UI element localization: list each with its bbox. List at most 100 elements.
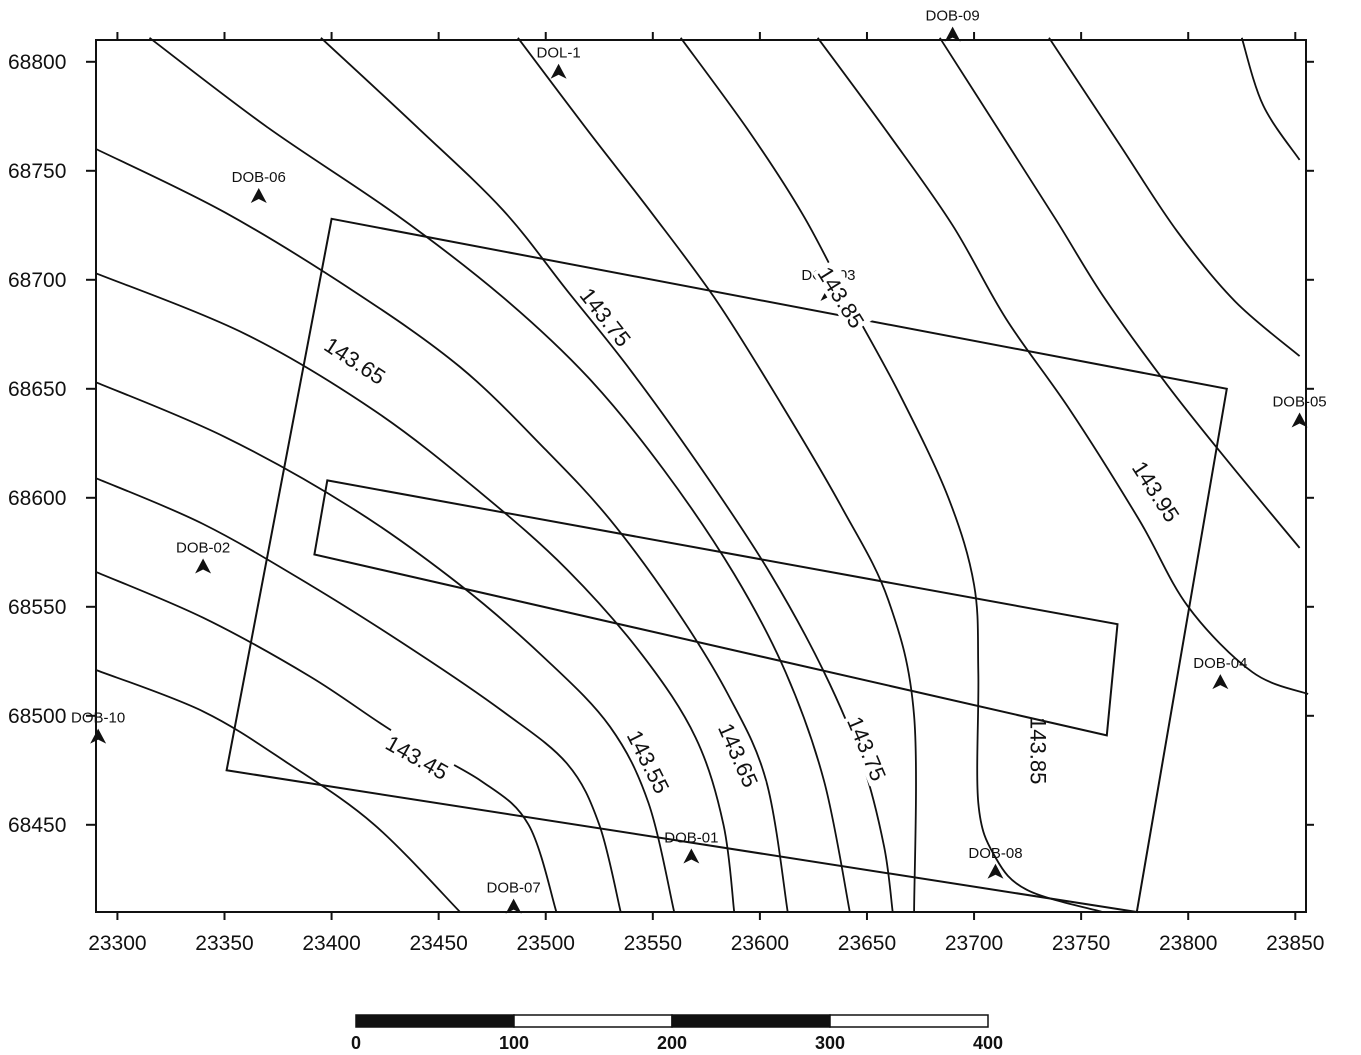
contour-label-text: 143.95: [1127, 457, 1185, 527]
contour-line: [320, 37, 894, 913]
plot-frame: [95, 39, 1307, 913]
contour-label-text: 143.75: [575, 283, 636, 351]
contour-label: 143.75: [841, 709, 894, 787]
contour-line: [148, 37, 851, 913]
contour-line: [1240, 37, 1301, 161]
well-dob-02: DOB-02: [176, 540, 230, 574]
contour-label: 143.55: [621, 723, 678, 800]
contour-line: [95, 571, 558, 913]
contour-line: [95, 381, 676, 913]
x-tick-label: 23650: [838, 932, 896, 955]
well-markers: DOL-1DOB-09DOB-06DOB-03DOB-05DOB-02DOB-0…: [71, 8, 1327, 914]
well-label: DOB-05: [1272, 394, 1326, 411]
x-tick-label: 23550: [624, 932, 682, 955]
well-marker-icon: [987, 863, 1004, 879]
well-marker-icon: [250, 187, 267, 203]
well-marker-icon: [1291, 412, 1308, 428]
contour-label-text: 143.85: [812, 262, 869, 332]
well-marker-icon: [550, 63, 567, 79]
contour-label-text: 143.55: [622, 726, 675, 797]
well-dob-01: DOB-01: [664, 830, 718, 864]
x-tick-label: 23400: [302, 932, 360, 955]
well-label: DOB-01: [664, 830, 718, 847]
x-tick-label: 23850: [1266, 932, 1324, 955]
contour-label-mask: [1126, 453, 1188, 529]
contour-label-mask: [841, 709, 894, 787]
x-tick-label: 23600: [731, 932, 789, 955]
x-tick-label: 23500: [517, 932, 575, 955]
contour-label-text: 143.85: [1025, 717, 1050, 784]
contour-label-mask: [379, 727, 456, 786]
y-axis: 68450 68500 68550 68600 68650 68700 68750 68800: [8, 51, 1314, 837]
inner-site-boundary: [313, 479, 1119, 737]
well-marker-icon: [944, 26, 961, 42]
y-tick-label: 68500: [8, 705, 66, 728]
contour-label-text: 143.75: [842, 713, 891, 785]
contour-label-mask: [621, 723, 678, 800]
well-marker-icon: [683, 848, 700, 864]
contour-line: [939, 37, 1301, 549]
scale-bar-segment: [513, 1014, 673, 1028]
contour-label: 143.85: [1025, 714, 1053, 787]
x-axis: 23300 23350 23400 23450 23500 23550 23600 23650…: [88, 32, 1324, 955]
well-label: DOB-06: [232, 169, 286, 186]
x-tick-label: 23450: [409, 932, 467, 955]
well-dob-06: DOB-06: [232, 169, 286, 203]
well-label: DOB-04: [1193, 655, 1247, 672]
well-label: DOL-1: [536, 45, 580, 62]
well-dob-04: DOB-04: [1193, 655, 1247, 690]
well-dob-05: DOB-05: [1272, 394, 1327, 428]
y-tick-label: 68550: [8, 596, 66, 619]
scale-bar-segment: [355, 1014, 515, 1028]
contour-label-mask: [1026, 714, 1053, 787]
contour-label: 143.75: [574, 279, 639, 353]
scale-bar-label: 0: [351, 1033, 361, 1053]
scale-bar: 0 100 200 300 400: [351, 1014, 1003, 1053]
contour-line: [517, 37, 917, 913]
well-marker-icon: [1212, 674, 1229, 690]
well-label: DOB-07: [487, 880, 541, 897]
well-marker-icon: [505, 898, 522, 914]
contour-label-mask: [574, 279, 639, 353]
y-tick-label: 68600: [8, 487, 66, 510]
scale-bar-segment: [671, 1014, 831, 1028]
scale-bar-label: 200: [657, 1033, 687, 1053]
well-dob-07: DOB-07: [487, 880, 541, 914]
well-marker-icon: [90, 728, 107, 744]
contour-line: [95, 272, 736, 913]
contour-label-mask: [712, 716, 766, 793]
well-label: DOB-10: [71, 710, 125, 727]
contour-line: [95, 669, 461, 913]
x-tick-label: 23750: [1052, 932, 1110, 955]
well-dob-08: DOB-08: [968, 845, 1023, 879]
scale-bar-segment: [829, 1014, 989, 1028]
y-tick-label: 68800: [8, 51, 66, 74]
y-tick-label: 68750: [8, 160, 66, 183]
y-tick-label: 68700: [8, 269, 66, 292]
y-tick-label: 68650: [8, 378, 66, 401]
site-boundaries: [225, 217, 1228, 914]
contour-label-text: 143.65: [713, 719, 763, 791]
x-tick-label: 23300: [88, 932, 146, 955]
contour-line: [1048, 37, 1301, 357]
well-label: DOB-09: [926, 8, 980, 25]
x-tick-label: 23350: [195, 932, 253, 955]
well-dol-1: DOL-1: [536, 45, 581, 79]
x-tick-label: 23700: [945, 932, 1003, 955]
scale-bar-label: 100: [499, 1033, 529, 1053]
contour-label: 143.95: [1126, 453, 1188, 529]
contour-line: [95, 477, 622, 913]
scale-bar-label: 300: [815, 1033, 845, 1053]
x-tick-label: 23800: [1159, 932, 1217, 955]
contour-label: 143.45: [379, 727, 456, 786]
well-marker-icon: [195, 558, 212, 574]
contour-label-mask: [812, 259, 873, 335]
contour-label-mask: [318, 329, 393, 391]
outer-site-boundary: [225, 217, 1228, 914]
contour-label-text: 143.45: [381, 730, 452, 785]
well-dob-10: DOB-10: [71, 710, 125, 744]
well-label: DOB-08: [968, 845, 1022, 862]
contour-line: [95, 148, 789, 913]
y-tick-label: 68450: [8, 814, 66, 837]
